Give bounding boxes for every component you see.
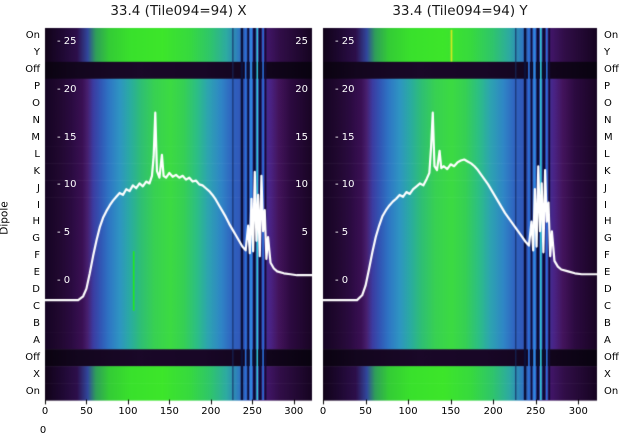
panel-title-x: 33.4 (Tile094=94) X — [110, 3, 247, 19]
x-tick-label-y-0: 0 — [319, 406, 327, 417]
x-tick-label-x-200: 200 — [201, 406, 221, 417]
x-tick-label-x-250: 250 — [242, 406, 262, 417]
dipole-row-label-right-17: B — [604, 317, 611, 329]
x-tick-label-y-100: 100 — [398, 406, 418, 417]
value-tick-left-y-15: - 15 — [335, 131, 355, 143]
dipole-row-label-right-10: I — [604, 199, 607, 211]
dipole-row-label-right-9: J — [604, 182, 607, 194]
value-tick-left-x-25: - 25 — [57, 35, 77, 47]
dipole-row-label-left-13: F — [34, 250, 40, 262]
x-axis-corner-zero: 0 — [39, 425, 47, 436]
value-tick-left-y-20: - 20 — [335, 83, 355, 95]
dipole-row-label-right-5: N — [604, 115, 612, 126]
dipole-row-label-right-14: E — [604, 267, 611, 279]
x-tick-label-y-250: 250 — [526, 406, 546, 417]
dipole-row-label-right-2: Off — [604, 64, 619, 76]
dipole-row-label-left-18: A — [33, 334, 40, 346]
dipole-row-label-left-16: C — [33, 301, 40, 312]
value-tick-left-y-25: - 25 — [335, 35, 355, 47]
value-tick-left-x-20: - 20 — [57, 83, 77, 95]
dipole-row-label-right-20: X — [604, 368, 611, 380]
dipole-row-label-right-3: P — [604, 81, 611, 93]
dipole-row-label-left-21: On — [25, 385, 40, 397]
value-tick-left-x-5: - 5 — [57, 227, 71, 239]
dipole-row-label-left-7: L — [34, 148, 40, 160]
value-tick-left-x-10: - 10 — [57, 179, 77, 191]
dipole-row-label-left-5: N — [32, 115, 40, 126]
dipole-row-label-left-19: Off — [25, 351, 40, 363]
dipole-row-label-left-8: K — [33, 165, 40, 177]
dipole-row-label-left-3: P — [33, 81, 40, 93]
dipole-row-label-right-8: K — [604, 165, 611, 177]
value-tick-left-x-0: - 0 — [57, 274, 71, 286]
dipole-row-label-right-1: Y — [604, 47, 611, 59]
dipole-row-label-left-12: G — [32, 233, 40, 245]
dipole-row-label-right-13: F — [604, 250, 610, 262]
value-tick-right-x-5: 5 — [301, 227, 308, 239]
dipole-row-label-left-10: I — [37, 199, 40, 211]
x-tick-label-y-150: 150 — [441, 406, 461, 417]
dipole-row-label-left-17: B — [33, 317, 40, 329]
panel-title-y: 33.4 (Tile094=94) Y — [392, 3, 528, 19]
dipole-row-label-left-1: Y — [33, 47, 40, 59]
dipole-row-label-right-7: L — [604, 148, 610, 160]
dipole-row-label-left-9: J — [37, 182, 40, 194]
x-tick-label-x-50: 50 — [80, 406, 93, 417]
dipole-row-label-left-11: H — [32, 216, 40, 228]
value-tick-right-x-15: 15 — [295, 131, 308, 143]
dipole-row-label-right-16: C — [604, 301, 611, 312]
value-tick-right-x-20: 20 — [295, 83, 308, 95]
dipole-row-label-right-15: D — [604, 284, 612, 296]
value-tick-left-x-15: - 15 — [57, 131, 77, 143]
value-tick-left-y-5: - 5 — [335, 227, 349, 239]
x-tick-label-x-300: 300 — [284, 406, 304, 417]
x-tick-label-y-50: 50 — [359, 406, 372, 417]
dipole-row-label-right-12: G — [604, 233, 612, 245]
dipole-row-label-right-18: A — [604, 334, 611, 346]
dipole-row-label-right-11: H — [604, 216, 612, 228]
dipole-row-label-right-21: On — [604, 385, 619, 397]
x-tick-label-x-100: 100 — [118, 406, 138, 417]
x-tick-label-x-0: 0 — [41, 406, 49, 417]
value-tick-right-x-10: 10 — [295, 179, 308, 191]
dipole-row-label-right-6: M — [604, 131, 613, 143]
dipole-row-label-right-19: Off — [604, 351, 619, 363]
x-tick-label-x-150: 150 — [159, 406, 179, 417]
dipole-row-label-left-20: X — [33, 368, 40, 380]
dipole-row-label-right-4: O — [604, 98, 612, 110]
x-tick-label-y-300: 300 — [568, 406, 588, 417]
dipole-row-label-left-6: M — [31, 131, 40, 143]
value-tick-left-y-10: - 10 — [335, 179, 355, 191]
dipole-row-label-left-15: D — [32, 284, 40, 296]
dipole-row-label-left-2: Off — [25, 64, 40, 76]
dipole-row-label-left-0: On — [25, 30, 40, 42]
dipole-row-label-left-4: O — [32, 98, 40, 110]
x-tick-label-y-200: 200 — [483, 406, 503, 417]
value-tick-right-x-25: 25 — [295, 35, 308, 47]
value-tick-left-y-0: - 0 — [335, 274, 349, 286]
dipole-row-label-right-0: On — [604, 30, 619, 42]
dipole-row-label-left-14: E — [33, 267, 40, 279]
